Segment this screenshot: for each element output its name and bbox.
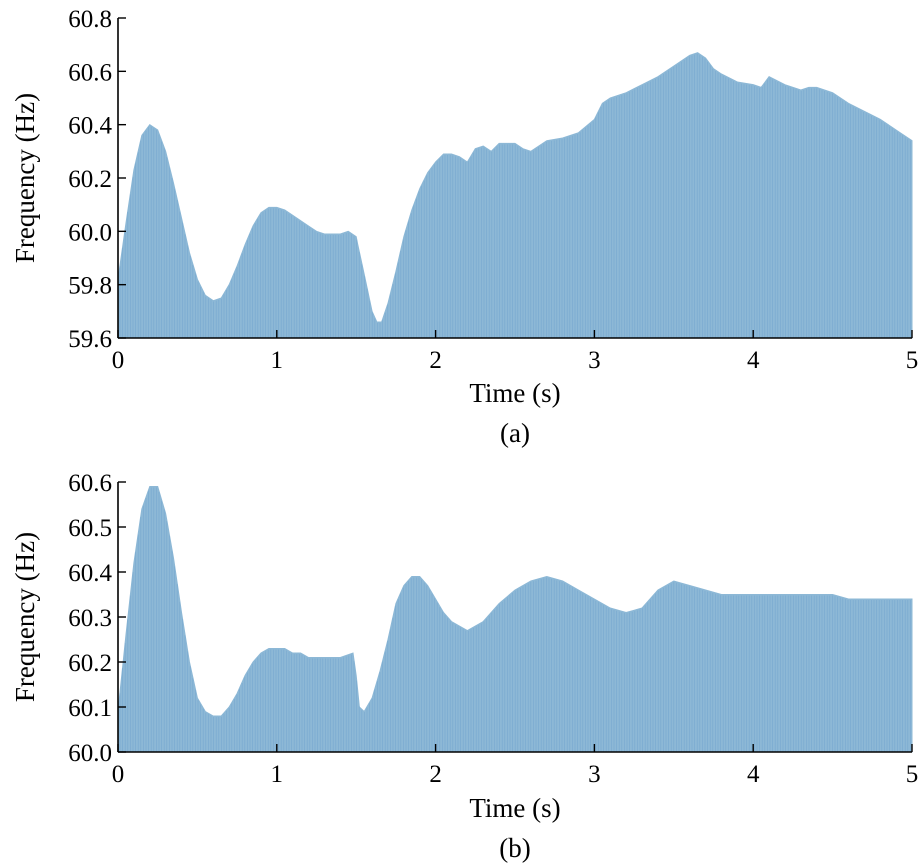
x-tick-label: 2 — [429, 347, 442, 374]
x-tick-label: 5 — [906, 761, 919, 788]
x-tick-label: 3 — [588, 761, 601, 788]
y-tick-label: 60.6 — [68, 59, 112, 86]
y-tick-label: 60.2 — [68, 166, 112, 193]
x-axis-label: Time (s) — [469, 378, 560, 408]
y-tick-label: 60.6 — [68, 470, 112, 497]
y-tick-label: 60.5 — [68, 515, 112, 542]
chart-panel-a: 0 1 2 3 4 5 59.6 59.8 60.0 60.2 60.4 60.6 60.8 Time (… — [10, 6, 918, 448]
x-tick-label: 0 — [112, 347, 125, 374]
y-tick-label: 59.6 — [68, 326, 112, 353]
panel-label: (a) — [500, 418, 530, 448]
x-tick-label: 1 — [271, 761, 284, 788]
x-tick-label: 0 — [112, 761, 125, 788]
x-tick-label: 5 — [906, 347, 919, 374]
x-tick-label: 3 — [588, 347, 601, 374]
x-tick-label: 4 — [747, 761, 760, 788]
panel-label: (b) — [499, 833, 530, 863]
y-tick-label: 60.3 — [68, 605, 112, 632]
y-axis-label: Frequency (Hz) — [10, 93, 40, 263]
y-tick-label: 60.0 — [68, 740, 112, 767]
x-tick-label: 1 — [271, 347, 284, 374]
area-texture — [119, 487, 911, 752]
x-tick-label: 4 — [747, 347, 760, 374]
chart-panel-b: 0 1 2 3 4 5 60.0 60.1 60.2 60.3 60.4 60.5 60.6 Time (… — [10, 470, 918, 863]
y-tick-label: 60.4 — [68, 560, 112, 587]
y-tick-label: 60.1 — [68, 695, 112, 722]
y-axis-label: Frequency (Hz) — [10, 532, 40, 702]
y-tick-label: 60.0 — [68, 219, 112, 246]
y-tick-label: 59.8 — [68, 273, 112, 300]
y-tick-label: 60.8 — [68, 6, 112, 33]
y-tick-label: 60.4 — [68, 113, 112, 140]
area-texture — [119, 53, 911, 338]
x-axis-label: Time (s) — [469, 793, 560, 823]
x-tick-label: 2 — [429, 761, 442, 788]
y-tick-label: 60.2 — [68, 650, 112, 677]
